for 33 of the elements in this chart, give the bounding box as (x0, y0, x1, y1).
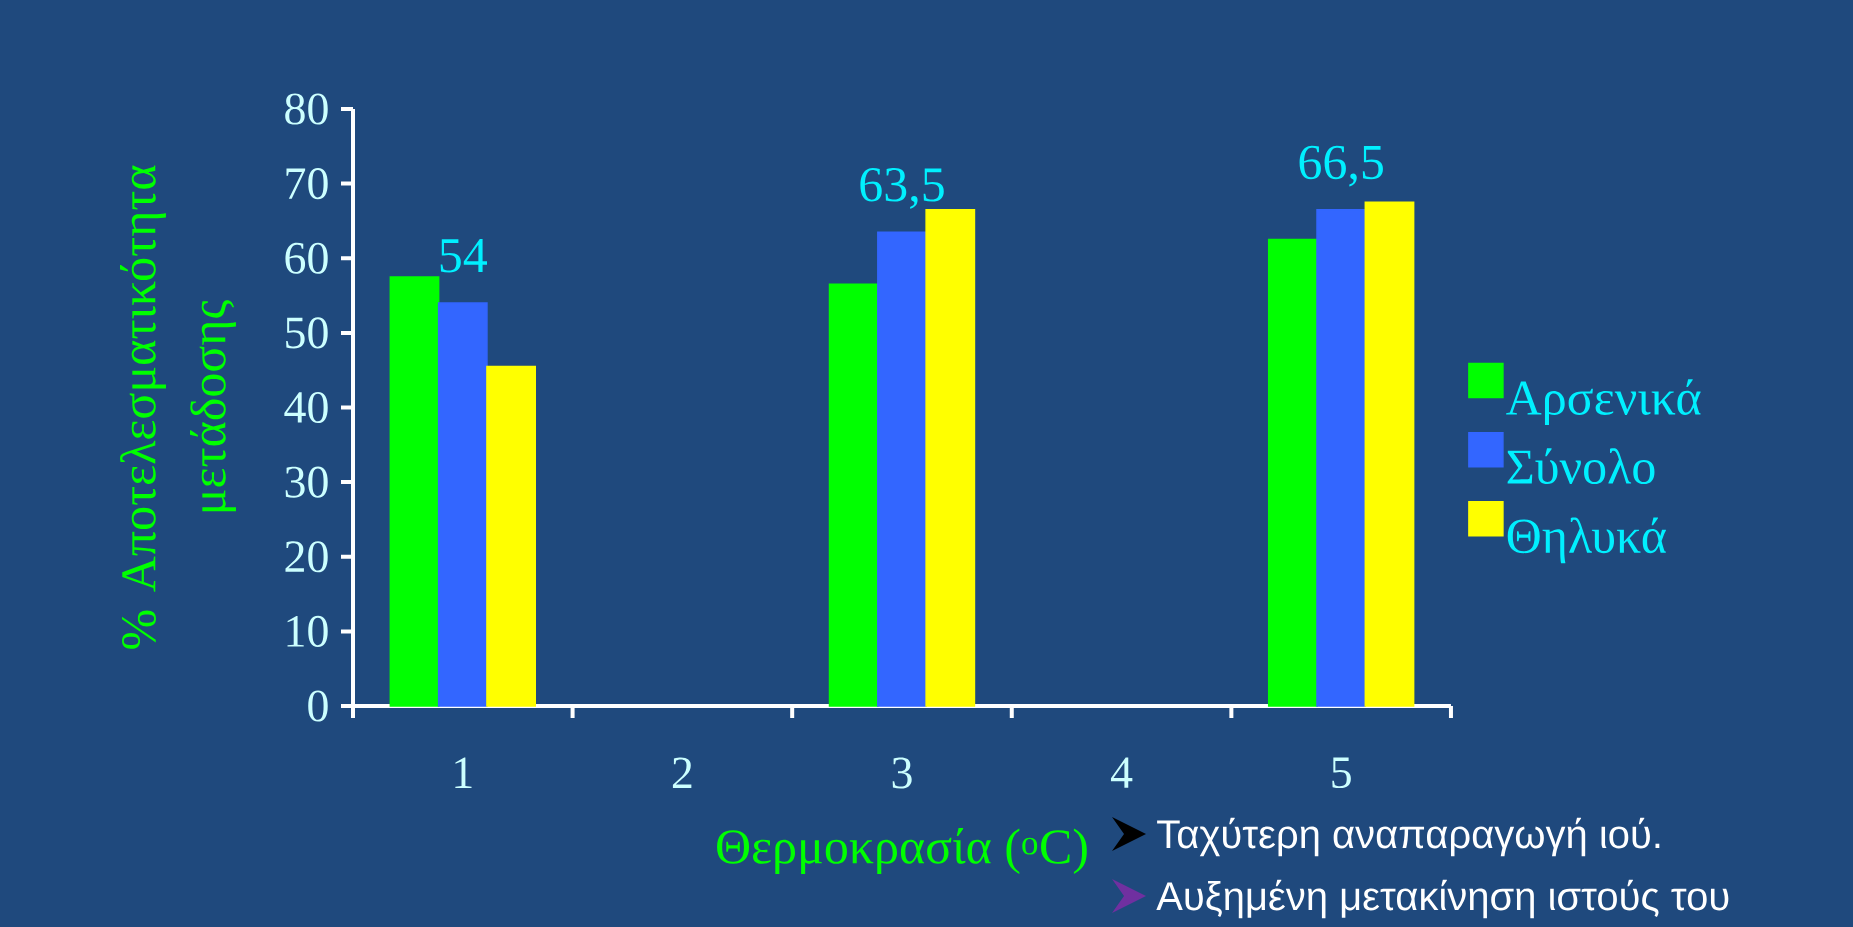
bar (437, 302, 488, 707)
bar (389, 276, 440, 707)
bar (486, 365, 537, 707)
x-tick-label: 5 (1332, 757, 1351, 789)
y-tick-label: 0 (308, 690, 328, 722)
bar (925, 208, 976, 707)
text: Αυξημένη μετακίνηση ιστούς του (1156, 879, 1729, 919)
x-tick-label: 3 (892, 757, 912, 789)
y-tick-label: 10 (287, 615, 328, 647)
y-axis-title: % Αποτελεσματικότητα μετάδοσης (120, 165, 236, 649)
bar (1316, 208, 1367, 707)
y-tick-label: 20 (285, 541, 328, 573)
data-label: 54 (440, 239, 488, 273)
y-tick-label: 40 (284, 391, 328, 424)
bar (877, 231, 927, 707)
x-tick-label: 1 (455, 757, 472, 788)
x-tick-label: 2 (672, 757, 692, 788)
data-label: 66,5 (1299, 145, 1383, 187)
y-tick-label: 60 (285, 242, 328, 274)
y-tick-label: 80 (285, 93, 328, 125)
x-tick-label: 4 (1110, 757, 1133, 788)
bar (828, 283, 879, 707)
legend-label: Σύνολο (1507, 448, 1655, 485)
bar (1267, 238, 1318, 707)
x-axis-title: Θερμοκρασία ($^{o}$C) (717, 828, 1087, 874)
y-tick-label: 50 (286, 317, 328, 349)
bar (1364, 201, 1415, 707)
legend-label: Θηλυκά (1507, 517, 1666, 564)
data-label: 63,5 (860, 168, 944, 209)
y-tick-label: 30 (285, 466, 328, 498)
y-tick-label: 70 (286, 168, 328, 200)
legend-label: Αρσενικά (1506, 379, 1701, 426)
text: Ταχύτερη αναπαραγωγή ιού. (1157, 817, 1660, 857)
